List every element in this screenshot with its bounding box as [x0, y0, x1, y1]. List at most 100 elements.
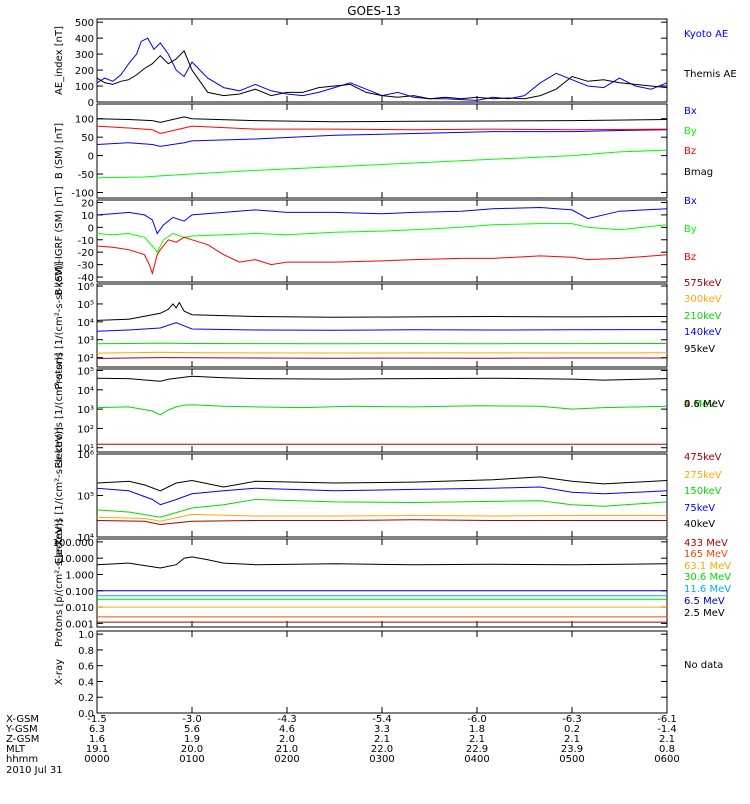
- axis-row-value: -5.4: [372, 714, 392, 725]
- axis-row-value: -4.3: [277, 714, 297, 725]
- legend-label: 63.1 MeV: [684, 561, 731, 572]
- series-line: [96, 351, 668, 354]
- ytick-label: 10: [81, 211, 94, 222]
- ytick-label: -20: [78, 248, 94, 259]
- axis-row-value: 21.0: [276, 744, 298, 755]
- series-line: [96, 476, 668, 492]
- axis-row-value: -1.4: [657, 724, 677, 735]
- ytick-label: 300: [75, 50, 94, 61]
- series-line: [96, 404, 668, 416]
- panel-4: 10¹ 10² 10³ 10⁴ 10⁵ Electrons [1/(cm²-s-sr)] 4…: [54, 353, 725, 469]
- legend-label: 433 MeV: [684, 538, 728, 549]
- axis-row-value: -6.1: [657, 714, 677, 725]
- axis-row-value: 2.1: [374, 734, 390, 745]
- ytick-label: -40: [78, 273, 94, 284]
- ytick-label: 0.6: [78, 662, 94, 673]
- panel-7: 0.0 0.2 0.4 0.6 0.8 1.0 X-ray No data: [54, 630, 723, 720]
- ytick-label: 10³: [77, 405, 94, 416]
- legend-label: Bz: [684, 252, 696, 263]
- series-line: [96, 37, 668, 101]
- axis-row-label: Z-GSM: [6, 734, 39, 745]
- legend-label: 6.5 MeV: [684, 596, 725, 607]
- ytick-label: 10¹: [77, 444, 94, 455]
- axis-row-label: X-GSM: [6, 714, 39, 725]
- axis-row-value: -6.3: [562, 714, 582, 725]
- ylabel: B (SM) [nT]: [54, 123, 65, 179]
- ylabel: Protons [p/(cm²-s-sr-keV)]: [54, 519, 65, 647]
- axis-row-value: 2.1: [564, 734, 580, 745]
- axis-row-label: MLT: [6, 744, 26, 755]
- legend-label: 30.6 MeV: [684, 572, 731, 583]
- ytick-label: 10⁴: [77, 533, 94, 544]
- legend-label: 75keV: [684, 503, 715, 514]
- axis-row-value: -6.0: [467, 714, 487, 725]
- ytick-label: 500: [75, 18, 94, 29]
- series-line: [96, 513, 667, 522]
- axis-row-value: 0600: [654, 754, 679, 765]
- ytick-label: 0.001: [65, 619, 94, 630]
- series-line: [96, 357, 667, 359]
- ytick-label: 10.000: [59, 554, 94, 565]
- plot-title: GOES-13: [347, 4, 401, 18]
- ytick-label: 10⁶: [77, 282, 94, 293]
- legend-label: 2.5 MeV: [684, 608, 725, 619]
- ylabel: Electrons [1/(cm²-s-sr-keV)]: [54, 427, 65, 564]
- ytick-label: 0.2: [78, 693, 94, 704]
- legend-label: 300keV: [684, 294, 722, 305]
- legend-label: 575keV: [684, 278, 722, 289]
- series-line: [96, 519, 667, 526]
- axis-row-x-gsm: X-GSM -1.5 -3.0 -4.3 -5.4 -6.0 -6.3 -6.1: [6, 714, 677, 725]
- series-line: [96, 486, 668, 506]
- legend-label: 140keV: [684, 327, 722, 338]
- ytick-label: 10⁵: [77, 367, 94, 378]
- date-label: 2010 Jul 31: [6, 765, 63, 776]
- ytick-label: 10²: [77, 354, 94, 365]
- axis-row-value: 0300: [369, 754, 394, 765]
- axis-row-value: 2.1: [469, 734, 485, 745]
- axis-row-label: Y-GSM: [5, 724, 38, 735]
- ylabel: X-ray: [54, 659, 65, 685]
- panel-5: 10⁴ 10⁵ 10⁶ Electrons [1/(cm²-s-sr-keV)] 475…: [54, 427, 722, 564]
- axis-row-value: 0400: [464, 754, 489, 765]
- series-line: [96, 125, 668, 135]
- axis-row-value: 1.9: [184, 734, 200, 745]
- ytick-label: 20: [81, 198, 94, 209]
- ytick-label: 0.8: [78, 646, 94, 657]
- series-line: [96, 149, 668, 179]
- panel-3: 10² 10³ 10⁴ 10⁵ 10⁶ Protons [1/(cm²-s-sr-keV)…: [54, 261, 722, 389]
- legend-label: Bmag: [684, 167, 713, 178]
- axis-row-value: 2.1: [659, 734, 675, 745]
- ytick-label: 0: [88, 152, 94, 163]
- axis-row-value: 5.6: [184, 724, 200, 735]
- axis-row-value: 0500: [559, 754, 584, 765]
- series-line: [96, 556, 668, 569]
- axis-row-mlt: MLT 19.1 20.0 21.0 22.0 22.9 23.9 0.8: [6, 744, 675, 755]
- legend-label: Kyoto AE: [684, 29, 728, 40]
- ytick-label: 1.0: [78, 630, 94, 641]
- legend-label: 0.6 MeV: [684, 399, 725, 410]
- series-line: [96, 322, 668, 332]
- axis-row-value: 19.1: [86, 744, 108, 755]
- ylabel: Electrons [1/(cm²-s-sr)]: [54, 353, 65, 469]
- axis-row-value: -1.5: [87, 714, 107, 725]
- ytick-label: 0: [88, 223, 94, 234]
- panel-frame: [96, 103, 668, 199]
- ytick-label: -100: [71, 188, 94, 199]
- ytick-label: 10⁵: [77, 492, 94, 503]
- legend-label: 2 MeV: [684, 399, 715, 410]
- axis-row-y-gsm: Y-GSM 6.3 5.6 4.6 3.3 1.8 0.2 -1.4: [5, 724, 677, 735]
- axis-row-value: 20.0: [181, 744, 203, 755]
- legend-label: 4 MeV: [684, 399, 715, 410]
- ytick-label: 10⁴: [77, 386, 94, 397]
- axis-row-label: hhmm: [6, 754, 38, 765]
- axis-row-hhmm: hhmm 0000 0100 0200 0300 0400 0500 0600: [6, 754, 680, 765]
- legend-label: By: [684, 224, 697, 235]
- axis-row-value: 1.6: [89, 734, 105, 745]
- ytick-label: 50: [81, 133, 94, 144]
- axis-row-value: 0200: [274, 754, 299, 765]
- axis-row-value: 22.0: [371, 744, 393, 755]
- panel-frame: [96, 630, 668, 714]
- panel-frame: [96, 199, 668, 283]
- legend-label: 95keV: [684, 344, 715, 355]
